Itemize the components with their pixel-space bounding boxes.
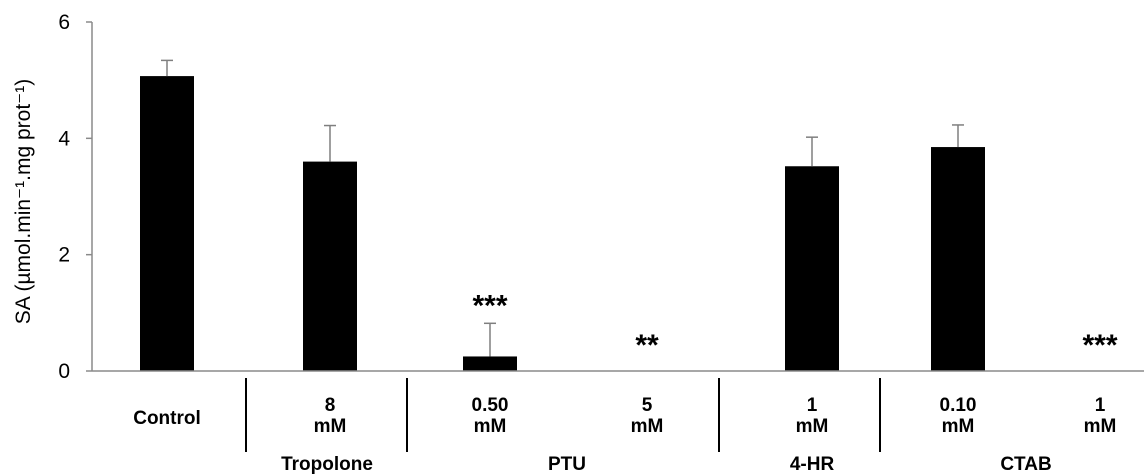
category-label: 0.50: [472, 395, 509, 416]
error-bars: [161, 59, 964, 357]
y-tick-label: 0: [58, 360, 70, 383]
bar: [303, 161, 357, 371]
category-unit-label: mM: [796, 416, 829, 437]
bars: [140, 76, 985, 371]
group-label: PTU: [548, 454, 586, 475]
category-unit-label: mM: [314, 416, 347, 437]
significance-label: ***: [472, 289, 507, 322]
category-unit-label: mM: [942, 416, 975, 437]
group-separators: [245, 378, 881, 452]
significance-label: ***: [1082, 329, 1117, 362]
significance-markers: ***** ***: [472, 289, 1117, 362]
category-unit-label: mM: [631, 416, 664, 437]
category-label: 5: [642, 395, 653, 416]
y-axis-title: SA (µmol.min⁻¹.mg prot⁻¹): [12, 79, 35, 324]
bar: [140, 76, 194, 371]
category-label: 1: [807, 395, 818, 416]
group-label: 4-HR: [790, 454, 835, 475]
category-label: 0.10: [940, 395, 977, 416]
significance-label: **: [635, 329, 659, 362]
bar: [463, 356, 517, 371]
y-tick-label: 6: [58, 11, 70, 34]
category-unit-label: mM: [474, 416, 507, 437]
y-axis: 0 2 4 6: [58, 11, 93, 383]
bar: [931, 147, 985, 371]
group-label: CTAB: [1000, 454, 1051, 475]
bar: [785, 166, 839, 371]
group-labels: Tropolone PTU 4-HR CTAB: [281, 454, 1052, 475]
group-label: Tropolone: [281, 454, 373, 475]
y-tick-label: 4: [58, 127, 70, 150]
category-label: 8: [325, 395, 336, 416]
category-label: Control: [133, 408, 201, 429]
category-label: 1: [1095, 395, 1106, 416]
y-tick-label: 2: [58, 244, 70, 267]
category-unit-label: mM: [1084, 416, 1117, 437]
